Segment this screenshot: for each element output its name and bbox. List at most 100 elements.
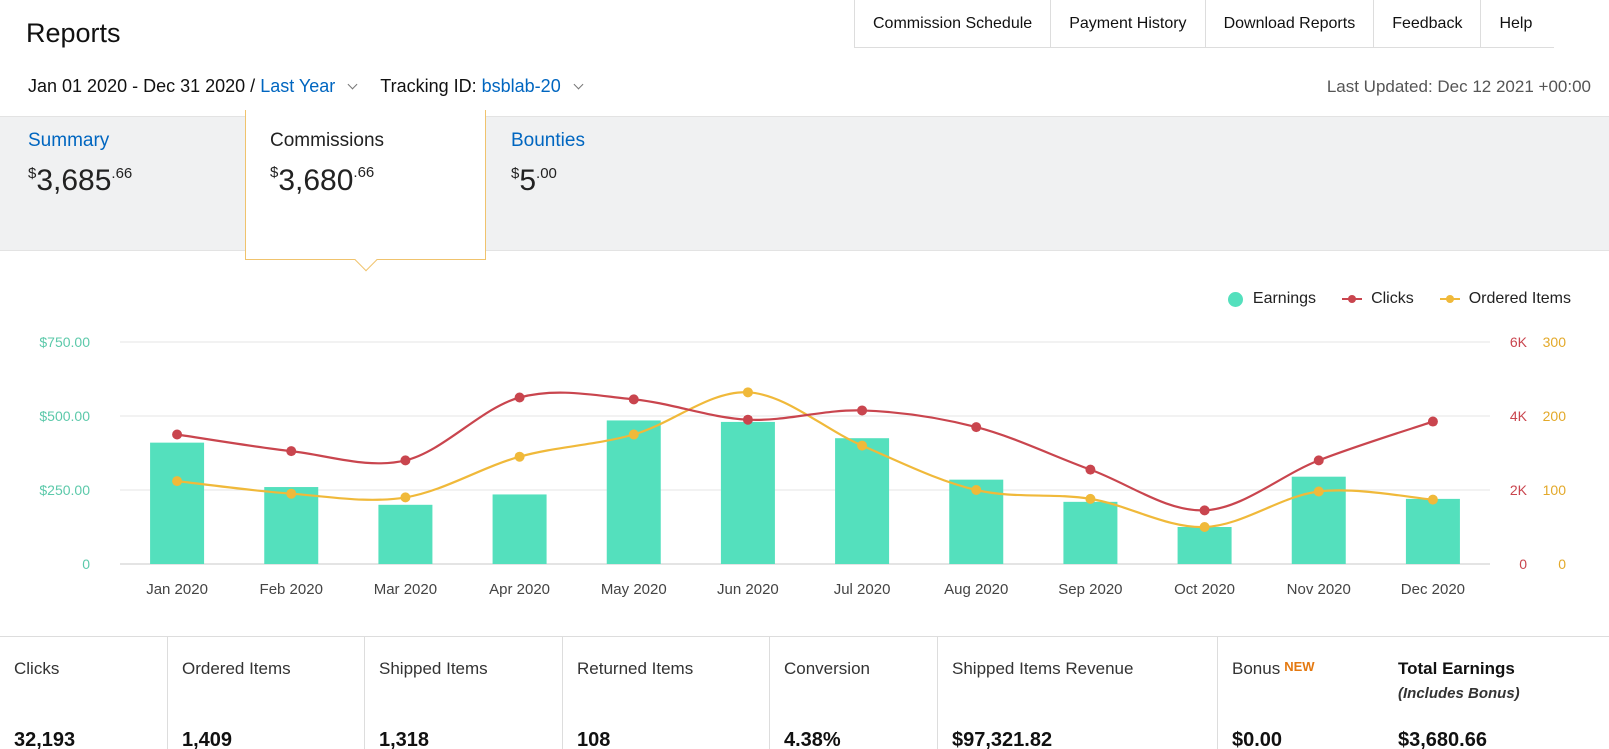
last-updated: Last Updated: Dec 12 2021 +00:00 xyxy=(1326,77,1591,96)
ordered-items-point xyxy=(857,440,868,451)
filter-row: Jan 01 2020 - Dec 31 2020 / Last Year Tr… xyxy=(28,76,592,97)
ordered-items-point xyxy=(514,451,525,462)
y-right-clicks-tick-label: 0 xyxy=(1519,556,1527,572)
clicks-point xyxy=(1085,464,1096,475)
legend-earnings[interactable]: Earnings xyxy=(1227,290,1316,308)
legend-label: Ordered Items xyxy=(1468,290,1571,307)
stat-value: 1,409 xyxy=(182,729,233,749)
ordered-items-point xyxy=(1085,493,1096,504)
clicks-swatch xyxy=(1342,295,1363,303)
x-tick-label: Dec 2020 xyxy=(1401,581,1465,598)
clicks-point xyxy=(742,414,753,425)
x-tick-label: Jan 2020 xyxy=(146,581,208,598)
period-dropdown[interactable]: Last Year xyxy=(260,76,336,96)
nav-download-reports[interactable]: Download Reports xyxy=(1206,0,1375,48)
stat-total-earnings: Total Earnings (Includes Bonus) $3,680.6… xyxy=(1384,637,1609,749)
stat-value: 4.38% xyxy=(784,729,841,749)
ordered-items-swatch xyxy=(1439,295,1460,303)
active-tab-caret xyxy=(354,248,378,272)
y-right-ordered-tick-label: 100 xyxy=(1543,482,1567,498)
clicks-point xyxy=(857,405,868,416)
clicks-point xyxy=(172,429,183,440)
stat-value: 108 xyxy=(577,729,611,749)
legend-ordered-items[interactable]: Ordered Items xyxy=(1439,290,1571,308)
chevron-down-icon[interactable] xyxy=(573,79,584,90)
stat-label: Conversion xyxy=(784,659,870,678)
tab-summary[interactable]: Summary $3,685.66 xyxy=(28,116,132,198)
nav-payment-history[interactable]: Payment History xyxy=(1051,0,1206,48)
nav-feedback[interactable]: Feedback xyxy=(1374,0,1482,48)
stat-conversion: Conversion 4.38% xyxy=(769,637,937,749)
tab-commissions[interactable]: Commissions $3,680.66 xyxy=(245,110,486,272)
stat-sub: (Includes Bonus) xyxy=(1398,685,1520,702)
date-range-text: Jan 01 2020 - Dec 31 2020 / xyxy=(28,76,256,96)
earnings-bar xyxy=(606,420,661,564)
clicks-point xyxy=(628,394,639,405)
earnings-bar xyxy=(378,504,433,564)
ordered-items-point xyxy=(1313,486,1324,497)
ordered-items-point xyxy=(628,429,639,440)
stat-ordered-items: Ordered Items 1,409 xyxy=(167,637,364,749)
earnings-bar xyxy=(264,487,319,564)
clicks-point xyxy=(400,455,411,466)
ordered-items-point xyxy=(971,485,982,495)
x-tick-label: May 2020 xyxy=(601,581,667,598)
x-tick-label: Aug 2020 xyxy=(944,581,1008,598)
y-right-clicks-tick-label: 2K xyxy=(1510,482,1528,498)
clicks-line xyxy=(176,391,1434,512)
y-left-tick-label: $750.00 xyxy=(39,334,90,350)
y-right-clicks-tick-label: 4K xyxy=(1510,408,1528,424)
ordered-items-point xyxy=(400,492,411,503)
earnings-bar xyxy=(835,438,890,564)
tracking-id-dropdown[interactable]: bsblab-20 xyxy=(481,76,561,96)
y-right-ordered-tick-label: 0 xyxy=(1558,556,1566,572)
tracking-label: Tracking ID: xyxy=(380,76,477,96)
stat-value: $97,321.82 xyxy=(952,729,1053,749)
tab-label: Summary xyxy=(28,130,110,151)
x-tick-label: Mar 2020 xyxy=(374,581,437,598)
earnings-bar xyxy=(1063,501,1118,564)
stat-label: Shipped Items xyxy=(379,659,488,678)
y-left-tick-label: 0 xyxy=(82,556,90,572)
tab-bounties[interactable]: Bounties $5.00 xyxy=(511,116,585,198)
legend-clicks[interactable]: Clicks xyxy=(1342,290,1414,308)
y-right-clicks-tick-label: 6K xyxy=(1510,334,1528,350)
stat-bonus: Bonus NEW $0.00 xyxy=(1217,637,1384,749)
ordered-items-point xyxy=(172,476,183,487)
stat-clicks: Clicks 32,193 xyxy=(0,637,167,749)
x-tick-label: Jun 2020 xyxy=(717,581,779,598)
nav-help[interactable]: Help xyxy=(1499,15,1533,32)
tab-amount: $5.00 xyxy=(511,164,557,197)
clicks-point xyxy=(286,446,297,457)
earnings-bar xyxy=(1177,527,1232,564)
stat-shipped-items: Shipped Items 1,318 xyxy=(364,637,562,749)
x-tick-label: Sep 2020 xyxy=(1058,581,1122,598)
earnings-bar xyxy=(492,494,547,564)
earnings-bar xyxy=(720,421,775,564)
ordered-items-point xyxy=(742,387,753,398)
clicks-point xyxy=(1199,505,1210,516)
chevron-down-icon[interactable] xyxy=(347,79,358,90)
stat-label: Bonus NEW xyxy=(1232,659,1315,678)
stat-label: Returned Items xyxy=(577,659,694,678)
stat-returned-items: Returned Items 108 xyxy=(562,637,769,749)
stat-shipped-items-revenue: Shipped Items Revenue $97,321.82 xyxy=(937,637,1217,749)
ordered-items-point xyxy=(1199,522,1210,532)
stat-label: Ordered Items xyxy=(182,659,291,678)
stat-label: Total Earnings xyxy=(1398,659,1515,678)
ordered-items-line xyxy=(176,391,1433,529)
y-right-ordered-tick-label: 300 xyxy=(1543,334,1567,350)
legend-label: Clicks xyxy=(1371,290,1414,307)
x-tick-label: Feb 2020 xyxy=(260,581,323,598)
clicks-point xyxy=(971,422,982,433)
earnings-swatch xyxy=(1227,291,1243,307)
nav-commission-schedule[interactable]: Commission Schedule xyxy=(855,0,1052,48)
stat-value: 1,318 xyxy=(379,729,430,749)
clicks-point xyxy=(514,392,525,403)
x-tick-label: Jul 2020 xyxy=(834,581,891,598)
tab-amount: $3,680.66 xyxy=(270,164,375,197)
clicks-point xyxy=(1427,416,1438,427)
x-tick-label: Nov 2020 xyxy=(1287,581,1351,598)
tab-label: Commissions xyxy=(270,130,385,151)
stat-value: 32,193 xyxy=(14,729,76,749)
